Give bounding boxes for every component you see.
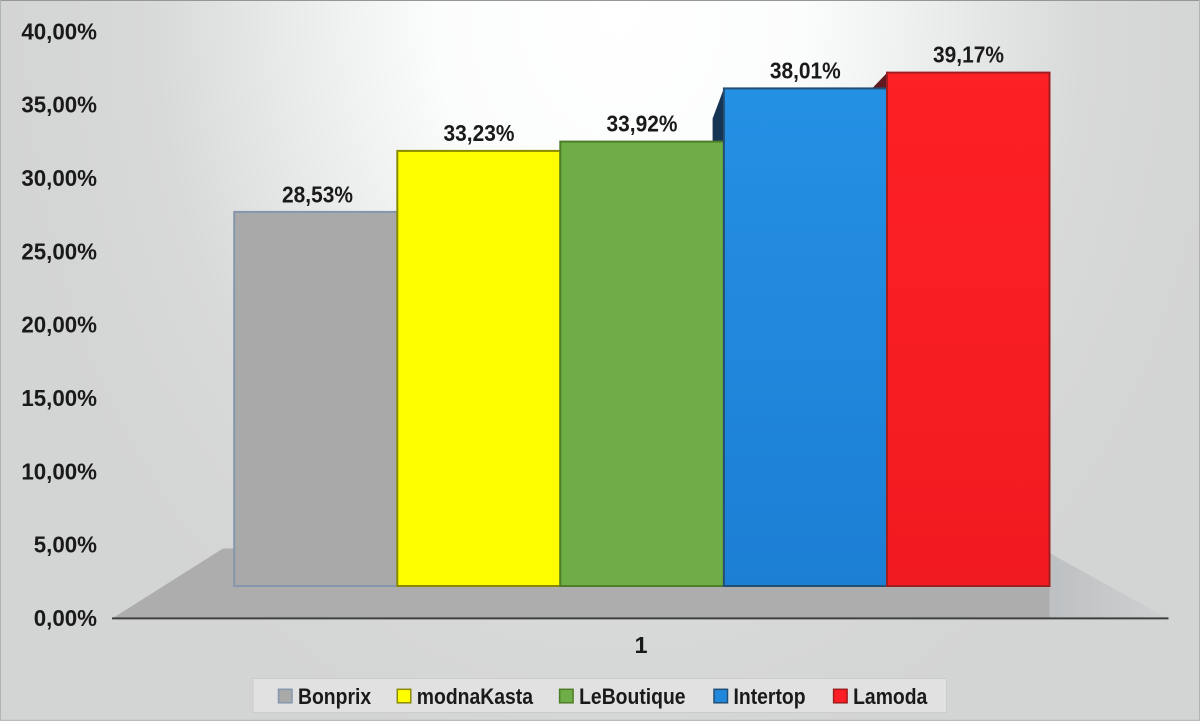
svg-text:39,17%: 39,17%: [933, 41, 1004, 67]
svg-text:1: 1: [634, 632, 647, 658]
svg-text:0,00%: 0,00%: [34, 604, 97, 631]
svg-text:25,00%: 25,00%: [21, 238, 97, 265]
svg-text:Lamoda: Lamoda: [853, 685, 928, 709]
svg-text:Bonprix: Bonprix: [298, 685, 372, 709]
svg-text:20,00%: 20,00%: [21, 311, 97, 338]
svg-text:5,00%: 5,00%: [34, 531, 97, 558]
svg-text:15,00%: 15,00%: [21, 384, 97, 411]
svg-text:35,00%: 35,00%: [21, 91, 97, 118]
svg-text:38,01%: 38,01%: [770, 57, 841, 83]
svg-text:10,00%: 10,00%: [21, 458, 97, 485]
svg-text:28,53%: 28,53%: [282, 181, 353, 207]
svg-text:33,92%: 33,92%: [607, 110, 678, 136]
svg-text:40,00%: 40,00%: [21, 18, 97, 45]
svg-text:Intertop: Intertop: [734, 685, 806, 709]
svg-text:LeBoutique: LeBoutique: [579, 685, 685, 709]
svg-text:33,23%: 33,23%: [444, 120, 515, 146]
svg-text:modnaKasta: modnaKasta: [417, 685, 534, 709]
svg-text:30,00%: 30,00%: [21, 164, 97, 191]
